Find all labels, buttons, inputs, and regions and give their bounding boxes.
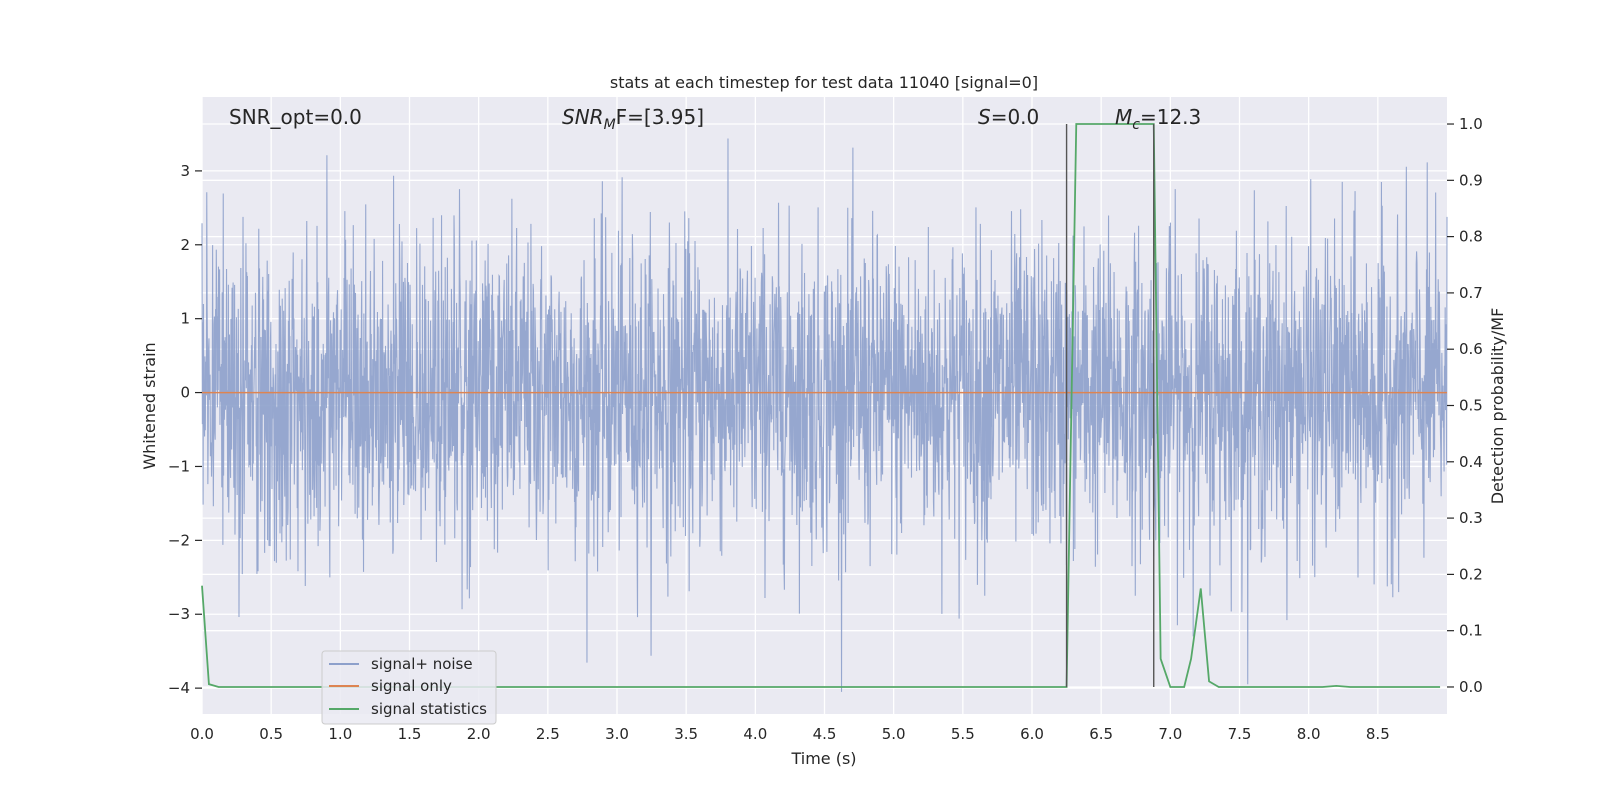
legend-label-stats: signal statistics (371, 700, 487, 718)
y-right-tick-label: 0.0 (1459, 678, 1483, 696)
x-tick-label: 3.0 (605, 725, 629, 743)
annotation-s-val: =0.0 (991, 105, 1040, 129)
x-tick-label: 7.5 (1228, 725, 1252, 743)
x-tick-label: 7.0 (1158, 725, 1182, 743)
annotation-snr-mf-sub: M (604, 117, 616, 133)
y-right-tick-label: 0.8 (1459, 228, 1483, 246)
x-tick-label: 8.0 (1297, 725, 1321, 743)
x-tick-label: 2.0 (467, 725, 491, 743)
annotation-mc: Mc=12.3 (1115, 105, 1201, 133)
y-right-tick-label: 0.7 (1459, 284, 1483, 302)
x-tick-label: 4.0 (743, 725, 767, 743)
y-right-tick-label: 0.9 (1459, 171, 1483, 189)
y-right-tick-label: 0.6 (1459, 340, 1483, 358)
y-right-tick-label: 0.5 (1459, 397, 1483, 415)
x-axis-label: Time (s) (790, 749, 856, 768)
y-right-tick-label: 0.1 (1459, 622, 1483, 640)
y-axis-left-label: Whitened strain (140, 342, 159, 469)
y-right-tick-label: 0.3 (1459, 509, 1483, 527)
y-left-tick-label: −4 (168, 679, 190, 697)
legend-label-noise: signal+ noise (371, 655, 473, 673)
y-right-tick-label: 1.0 (1459, 115, 1483, 133)
x-axis-ticks: 0.0 0.5 1.0 1.5 2.0 2.5 3.0 3.5 4.0 4.5 5.0 5.5 6.0 6… (190, 725, 1390, 743)
annotation-snr-opt: SNR_opt=0.0 (229, 105, 362, 129)
x-tick-label: 5.5 (951, 725, 975, 743)
series-signal-noise (201, 138, 1448, 692)
x-tick-label: 1.0 (328, 725, 352, 743)
annotation-mc-main: M (1115, 105, 1132, 129)
x-tick-label: 0.0 (190, 725, 214, 743)
series-signal-statistics (201, 123, 1441, 688)
signal-statistics-line (201, 123, 1441, 688)
legend-label-signal: signal only (371, 677, 452, 695)
y-left-tick-label: 1 (180, 310, 190, 328)
annotation-mc-sub: c (1132, 117, 1140, 133)
x-tick-label: 0.5 (259, 725, 283, 743)
x-tick-label: 3.5 (674, 725, 698, 743)
y-left-tick-label: −2 (168, 531, 190, 549)
annotation-s-var: S (978, 105, 991, 129)
y-right-tick-label: 0.4 (1459, 453, 1483, 471)
x-tick-label: 1.5 (398, 725, 422, 743)
y-left-tick-label: 2 (180, 236, 190, 254)
annotation-snr-mf: SNRMF=[3.95] (562, 105, 704, 133)
annotation-mc-tail: =12.3 (1140, 105, 1201, 129)
y-left-tick-label: −3 (168, 605, 190, 623)
y-axis-right-label: Detection probability/MF (1488, 308, 1507, 505)
y-right-tick-label: 0.2 (1459, 565, 1483, 583)
annotation-s: S=0.0 (978, 105, 1039, 129)
x-tick-label: 6.0 (1020, 725, 1044, 743)
legend: signal+ noise signal only signal statist… (321, 650, 497, 725)
x-tick-label: 6.5 (1089, 725, 1113, 743)
y-left-tick-label: −1 (168, 457, 190, 475)
x-tick-label: 4.5 (813, 725, 837, 743)
y-axis-right-ticks: 0.0 0.1 0.2 0.3 0.4 0.5 0.6 0.7 0.8 0.9 1.0 (1447, 115, 1483, 696)
y-axis-left-ticks: −4 −3 −2 −1 0 1 2 3 (168, 162, 202, 697)
legend-box (321, 650, 497, 725)
annotation-snr-mf-tail: F=[3.95] (616, 105, 704, 129)
y-left-tick-label: 3 (180, 162, 190, 180)
x-tick-label: 2.5 (536, 725, 560, 743)
x-tick-label: 8.5 (1366, 725, 1390, 743)
annotation-snr-mf-main: SNR (562, 105, 604, 129)
noise-trace (201, 138, 1448, 692)
x-tick-label: 5.0 (882, 725, 906, 743)
chart-title: stats at each timestep for test data 110… (610, 73, 1038, 92)
series-detection-markers (1065, 124, 1155, 687)
y-left-tick-label: 0 (180, 384, 190, 402)
